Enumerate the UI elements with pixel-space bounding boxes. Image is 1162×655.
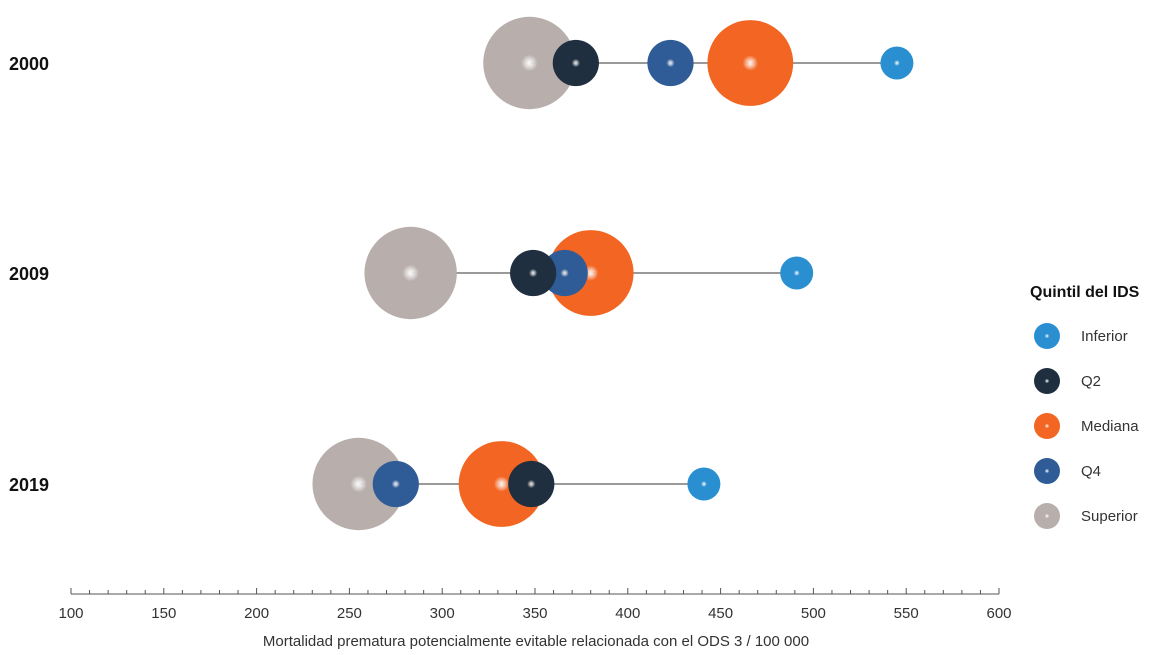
legend-label: Mediana [1081,418,1139,435]
x-tick-label: 350 [522,605,547,622]
year-label: 2019 [9,475,49,495]
legend-swatch [1034,368,1060,394]
point-inferior-2000 [880,46,914,80]
point-mediana-2000 [707,20,794,106]
legend-label: Superior [1081,508,1138,525]
point-inferior-2009 [780,256,814,290]
point-q4-2000 [647,39,694,87]
x-tick-label: 250 [337,605,362,622]
legend-label: Inferior [1081,328,1128,345]
x-tick-label: 100 [58,605,83,622]
legend: Quintil del IDS Inferior Q2 Mediana Q4 Super… [1030,284,1140,529]
row-2019: 2019 [9,437,721,531]
point-superior-2000 [483,16,576,110]
point-q2-2009 [510,249,557,297]
legend-swatch [1034,458,1060,484]
row-2000: 2000 [9,16,914,110]
x-tick-label: 450 [708,605,733,622]
year-label: 2009 [9,264,49,284]
legend-item-q4: Q4 [1034,458,1101,484]
legend-item-inferior: Inferior [1034,323,1128,349]
legend-label: Q2 [1081,373,1101,390]
legend-label: Q4 [1081,463,1101,480]
legend-swatch [1034,503,1060,529]
x-tick-label: 550 [894,605,919,622]
chart-rows: 2000 2009 2019 [9,16,914,531]
point-q2-2019 [508,460,555,508]
legend-swatch [1034,323,1060,349]
point-inferior-2019 [687,467,721,501]
legend-item-q2: Q2 [1034,368,1101,394]
point-superior-2009 [364,226,457,320]
x-tick-label: 200 [244,605,269,622]
row-2009: 2009 [9,226,814,320]
year-label: 2000 [9,54,49,74]
point-q4-2019 [372,460,419,508]
legend-title: Quintil del IDS [1030,284,1140,301]
legend-item-mediana: Mediana [1034,413,1139,439]
x-tick-label: 400 [615,605,640,622]
x-tick-label: 600 [986,605,1011,622]
x-axis-label: Mortalidad prematura potencialmente evit… [263,633,809,650]
point-superior-2019 [312,437,405,531]
x-axis: 100 150 200 250 300 350 400 450 500 550 600 [58,588,1012,622]
x-tick-label: 150 [151,605,176,622]
legend-swatch [1034,413,1060,439]
point-q2-2000 [552,39,599,87]
x-tick-label: 300 [430,605,455,622]
legend-item-superior: Superior [1034,503,1138,529]
x-tick-label: 500 [801,605,826,622]
